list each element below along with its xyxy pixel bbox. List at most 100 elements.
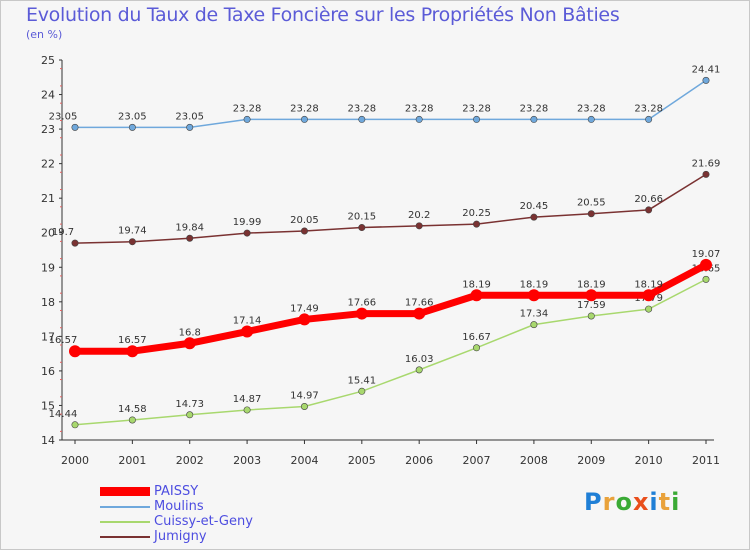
data-point xyxy=(128,416,136,424)
series-line-cuissy-et-geny xyxy=(74,278,707,426)
data-point xyxy=(473,220,481,228)
data-point xyxy=(530,213,538,221)
y-tick-label: 17 xyxy=(41,330,55,343)
data-point xyxy=(71,421,79,429)
data-label: 20.66 xyxy=(634,194,663,205)
data-label: 14.44 xyxy=(49,409,78,420)
chart-title: Evolution du Taux de Taxe Foncière sur l… xyxy=(26,4,620,26)
data-point xyxy=(470,289,483,302)
data-label: 15.41 xyxy=(347,375,376,386)
data-point xyxy=(126,345,139,358)
data-label: 17.66 xyxy=(347,298,376,309)
data-point xyxy=(186,411,194,419)
data-label: 16.03 xyxy=(405,354,434,365)
data-label: 19.7 xyxy=(52,227,74,238)
data-point xyxy=(473,344,481,352)
data-point xyxy=(183,337,196,350)
x-tick-label: 2008 xyxy=(520,454,548,467)
data-label: 19.07 xyxy=(692,249,721,260)
data-point xyxy=(415,366,423,374)
data-label: 14.73 xyxy=(175,399,204,410)
data-point xyxy=(358,115,366,123)
data-point xyxy=(530,115,538,123)
x-tick-label: 2007 xyxy=(463,454,491,467)
data-point xyxy=(300,227,308,235)
y-tick-label: 14 xyxy=(41,434,55,447)
data-label: 19.74 xyxy=(118,226,147,237)
data-point xyxy=(587,210,595,218)
data-label: 20.2 xyxy=(408,210,430,221)
data-point xyxy=(243,229,251,237)
data-point xyxy=(355,307,368,320)
data-point xyxy=(71,239,79,247)
data-label: 17.34 xyxy=(520,309,549,320)
legend-swatch xyxy=(100,520,150,523)
data-label: 16.57 xyxy=(49,335,78,346)
x-tick-label: 2005 xyxy=(348,454,376,467)
data-point xyxy=(645,305,653,313)
data-label: 24.41 xyxy=(692,64,721,75)
data-point xyxy=(702,275,710,283)
data-point xyxy=(702,76,710,84)
data-point xyxy=(642,289,655,302)
x-tick-label: 2002 xyxy=(176,454,204,467)
legend-label: PAISSY xyxy=(154,484,199,499)
data-point xyxy=(702,170,710,178)
x-tick-label: 2009 xyxy=(577,454,605,467)
proxiti-logo: Proxiti xyxy=(584,488,680,516)
data-point xyxy=(645,115,653,123)
series-line-moulins xyxy=(74,79,707,129)
data-point xyxy=(415,222,423,230)
data-label: 23.28 xyxy=(405,103,434,114)
data-point xyxy=(473,115,481,123)
data-label: 18.19 xyxy=(634,279,663,290)
data-label: 20.25 xyxy=(462,208,491,219)
data-label: 18.19 xyxy=(577,279,606,290)
data-label: 16.67 xyxy=(462,332,491,343)
data-point xyxy=(585,289,598,302)
data-label: 20.45 xyxy=(520,201,549,212)
data-label: 18.19 xyxy=(520,279,549,290)
legend-label: Cuissy-et-Geny xyxy=(154,514,253,529)
data-label: 21.69 xyxy=(692,158,721,169)
data-point xyxy=(241,325,254,338)
logo-letter: r xyxy=(602,488,616,516)
data-point xyxy=(298,313,311,326)
y-tick-label: 22 xyxy=(41,158,55,171)
data-label: 17.59 xyxy=(577,300,606,311)
data-point xyxy=(358,387,366,395)
logo-letter: o xyxy=(615,488,633,516)
y-tick-label: 18 xyxy=(41,296,55,309)
y-tick-label: 25 xyxy=(41,54,55,67)
data-point xyxy=(700,258,712,271)
x-tick-label: 2003 xyxy=(233,454,261,467)
data-label: 23.05 xyxy=(49,111,78,122)
data-point xyxy=(300,115,308,123)
data-label: 23.28 xyxy=(347,103,376,114)
logo-letter: P xyxy=(584,488,603,516)
data-label: 17.49 xyxy=(290,303,319,314)
data-label: 14.97 xyxy=(290,390,319,401)
data-point xyxy=(243,406,251,414)
data-point xyxy=(587,115,595,123)
data-point xyxy=(71,123,79,131)
data-label: 19.99 xyxy=(233,217,262,228)
data-label: 16.8 xyxy=(179,327,201,338)
x-tick-label: 2001 xyxy=(118,454,146,467)
data-point xyxy=(415,115,423,123)
series-line-jumigny xyxy=(74,173,707,244)
data-label: 17.66 xyxy=(405,298,434,309)
data-label: 23.05 xyxy=(175,111,204,122)
data-point xyxy=(128,123,136,131)
logo-letter: i xyxy=(671,488,681,516)
x-tick-label: 2006 xyxy=(405,454,433,467)
y-tick-label: 19 xyxy=(41,261,55,274)
data-point xyxy=(587,312,595,320)
logo-letter: i xyxy=(649,488,659,516)
data-point xyxy=(186,123,194,131)
y-tick-label: 16 xyxy=(41,365,55,378)
data-point xyxy=(69,345,81,358)
data-point xyxy=(527,289,540,302)
